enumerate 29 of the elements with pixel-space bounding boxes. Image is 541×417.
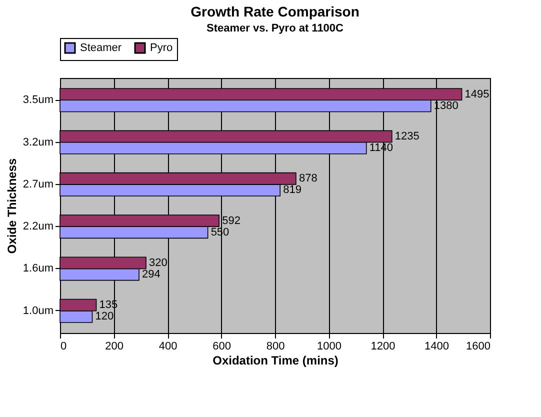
x-tick-label: 600 — [212, 340, 231, 352]
y-tick-label: 3.5um — [22, 94, 54, 106]
y-tick-label: 2.2um — [22, 220, 54, 233]
y-tick-label: 2.7um — [22, 178, 54, 190]
x-tick-label: 1200 — [370, 340, 396, 352]
x-tick-label: 200 — [105, 340, 124, 352]
x-tick-label: 1400 — [424, 340, 449, 352]
data-label: 120 — [95, 310, 114, 323]
data-label: 878 — [298, 172, 318, 185]
y-tick-label: 3.2um — [22, 136, 54, 148]
x-tick-label: 400 — [158, 340, 178, 352]
x-tick-label: 0 — [60, 340, 67, 352]
data-label: 819 — [283, 184, 302, 196]
x-tick-label: 800 — [266, 340, 285, 352]
y-tick-label: 1.6um — [22, 262, 54, 275]
x-axis-title: Oxidation Time (mins) — [212, 354, 338, 368]
legend-label: Steamer — [80, 42, 122, 54]
x-tick-label: 1600 — [466, 340, 490, 352]
data-label: 320 — [149, 256, 168, 269]
data-label: 1235 — [394, 130, 420, 142]
chart-title: Growth Rate Comparison — [190, 4, 360, 20]
chart-subtitle: Steamer vs. Pyro at 1100C — [206, 22, 344, 34]
x-tick-label: 1000 — [317, 340, 342, 352]
data-label: 294 — [142, 268, 160, 281]
y-axis-title: Oxide Thickness — [4, 158, 19, 254]
data-label: 1495 — [464, 88, 490, 100]
y-tick-label: 1.0um — [22, 304, 54, 317]
legend-label: Pyro — [150, 42, 173, 54]
data-label: 592 — [222, 214, 240, 227]
